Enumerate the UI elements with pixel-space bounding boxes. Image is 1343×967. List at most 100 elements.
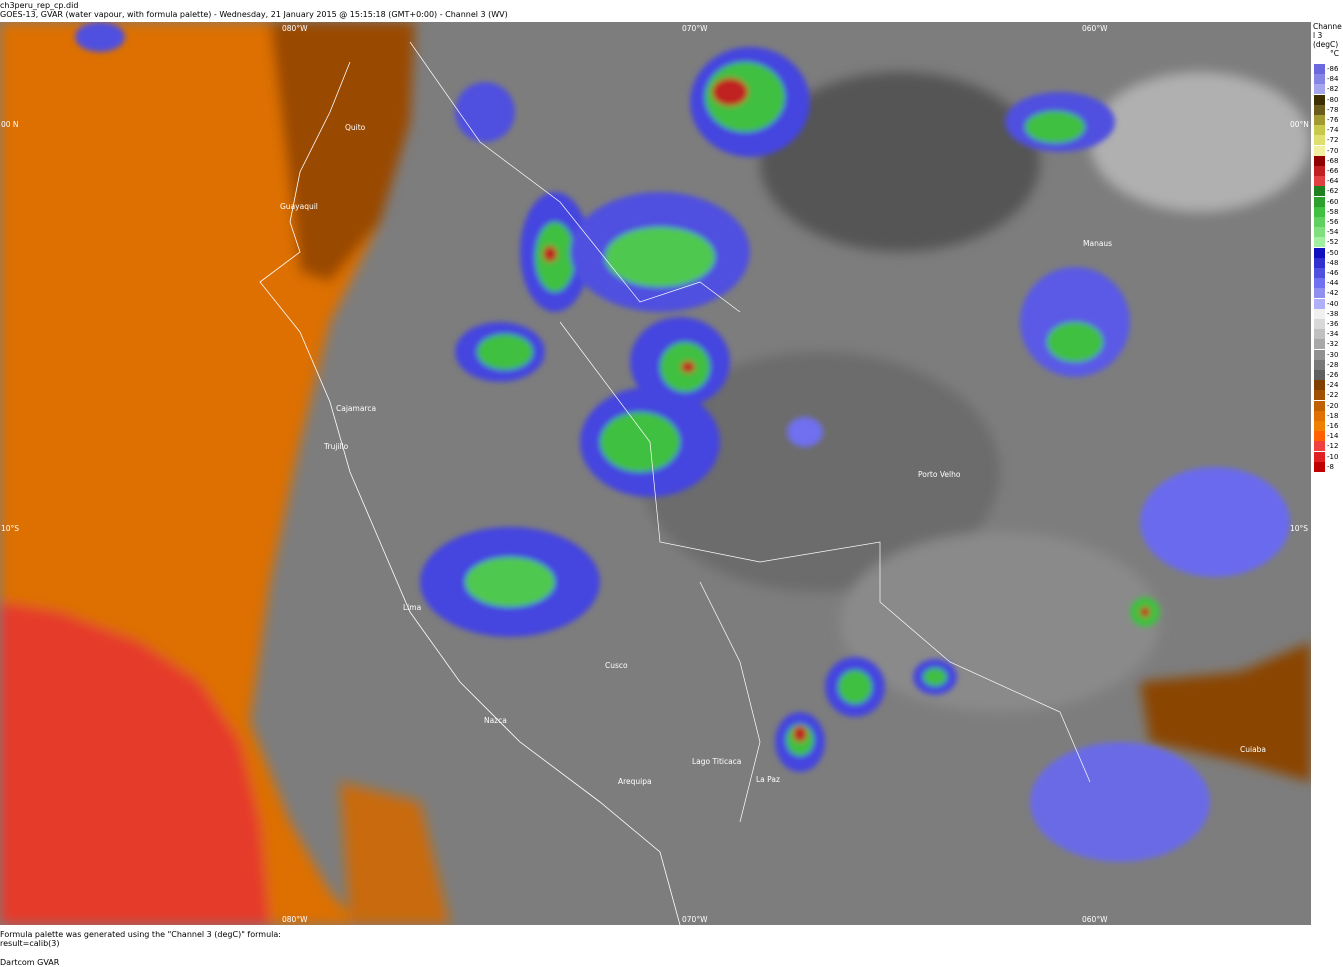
legend-swatch	[1314, 319, 1325, 329]
legend-value: -86	[1327, 65, 1339, 73]
legend-row: -8	[1314, 461, 1343, 472]
legend-value: -48	[1327, 258, 1339, 267]
legend-row: -48	[1314, 257, 1343, 268]
legend: Channel 3 (degC) °C -86 -84 -82 -80 -78 -76 -7…	[1313, 22, 1343, 482]
legend-value: -26	[1327, 371, 1339, 379]
borders	[409, 41, 1091, 823]
legend-swatch	[1314, 308, 1325, 319]
satellite-map: 080°W 070°W 060°W 080°W 070°W 060°W 00 N…	[0, 22, 1311, 925]
legend-value: -10	[1327, 452, 1339, 461]
legend-row: -14	[1314, 431, 1343, 442]
legend-swatch	[1314, 268, 1325, 278]
legend-swatch	[1314, 288, 1325, 299]
footer-formula: result=calib(3)	[0, 939, 60, 948]
legend-row: -34	[1314, 329, 1343, 340]
legend-swatch	[1314, 421, 1325, 431]
legend-swatch	[1314, 145, 1325, 156]
footer-credit: Dartcom GVAR	[0, 958, 60, 967]
legend-swatch	[1314, 451, 1325, 462]
legend-row: -42	[1314, 288, 1343, 299]
legend-row: -44	[1314, 278, 1343, 289]
legend-swatch	[1314, 410, 1325, 421]
legend-swatch	[1314, 390, 1325, 401]
legend-swatch	[1314, 431, 1325, 442]
grid-label: 060°W	[1082, 24, 1108, 33]
legend-value: -12	[1327, 442, 1339, 451]
legend-row: -66	[1314, 166, 1343, 176]
grid-label: 080°W	[282, 24, 308, 33]
city: Manaus	[1083, 239, 1112, 248]
legend-value: -58	[1327, 207, 1339, 216]
legend-value: -32	[1327, 340, 1339, 349]
legend-swatch	[1314, 247, 1325, 258]
legend-swatch	[1314, 64, 1325, 74]
image-title: GOES-13, GVAR (water vapour, with formul…	[0, 10, 508, 19]
legend-row: -16	[1314, 421, 1343, 431]
legend-value: -82	[1327, 85, 1339, 94]
legend-swatch	[1314, 441, 1325, 452]
legend-swatch	[1314, 278, 1325, 289]
legend-value: -66	[1327, 167, 1339, 175]
legend-value: -60	[1327, 197, 1339, 206]
legend-row: -80	[1314, 94, 1343, 105]
legend-value: -50	[1327, 248, 1339, 257]
legend-swatch	[1314, 135, 1325, 146]
legend-swatch	[1314, 227, 1325, 238]
legend-swatch	[1314, 155, 1325, 166]
legend-row: -58	[1314, 206, 1343, 217]
grid-label: 070°W	[682, 915, 708, 924]
grid-label: 080°W	[282, 915, 308, 924]
legend-value: -8	[1327, 462, 1334, 471]
legend-swatch	[1314, 166, 1325, 176]
legend-row: -72	[1314, 135, 1343, 146]
legend-swatch	[1314, 370, 1325, 380]
legend-value: -28	[1327, 360, 1339, 369]
legend-value: -30	[1327, 350, 1339, 359]
legend-row: -82	[1314, 84, 1343, 95]
legend-row: -62	[1314, 186, 1343, 197]
legend-swatch	[1314, 359, 1325, 370]
legend-value: -20	[1327, 401, 1339, 410]
legend-row: -60	[1314, 196, 1343, 207]
legend-value: -72	[1327, 136, 1339, 145]
legend-swatch	[1314, 298, 1325, 309]
legend-value: -38	[1327, 309, 1339, 318]
legend-row: -20	[1314, 400, 1343, 411]
legend-row: -26	[1314, 370, 1343, 380]
legend-swatch	[1314, 400, 1325, 411]
legend-row: -64	[1314, 176, 1343, 187]
legend-value: -14	[1327, 432, 1339, 441]
legend-swatch	[1314, 125, 1325, 136]
legend-row: -46	[1314, 268, 1343, 278]
grid-label: 10°S	[1, 524, 19, 533]
legend-swatch	[1314, 461, 1325, 472]
grid-label: 060°W	[1082, 915, 1108, 924]
legend-row: -78	[1314, 104, 1343, 115]
legend-row: -28	[1314, 359, 1343, 370]
legend-row: -56	[1314, 217, 1343, 227]
legend-title: Channel 3 (degC)	[1313, 22, 1342, 49]
legend-value: -54	[1327, 228, 1339, 237]
cloud-tops	[75, 22, 1290, 862]
legend-value: -62	[1327, 187, 1339, 196]
legend-value: -78	[1327, 105, 1339, 114]
legend-swatch	[1314, 217, 1325, 227]
legend-value: -42	[1327, 289, 1339, 298]
city: Lima	[403, 603, 421, 612]
legend-row: -30	[1314, 349, 1343, 360]
legend-row: -32	[1314, 339, 1343, 350]
grid-label: 00°N	[1290, 120, 1309, 129]
legend-row: -54	[1314, 227, 1343, 238]
legend-swatch	[1314, 115, 1325, 125]
legend-row: -12	[1314, 441, 1343, 452]
legend-row: -40	[1314, 298, 1343, 309]
legend-swatch	[1314, 329, 1325, 340]
legend-swatch	[1314, 206, 1325, 217]
legend-row: -76	[1314, 115, 1343, 125]
coastline	[259, 61, 681, 925]
city: Guayaquil	[280, 202, 318, 211]
filename: ch3peru_rep_cp.did	[0, 1, 79, 10]
legend-row: -24	[1314, 380, 1343, 391]
legend-row: -22	[1314, 390, 1343, 401]
legend-row: -36	[1314, 319, 1343, 329]
